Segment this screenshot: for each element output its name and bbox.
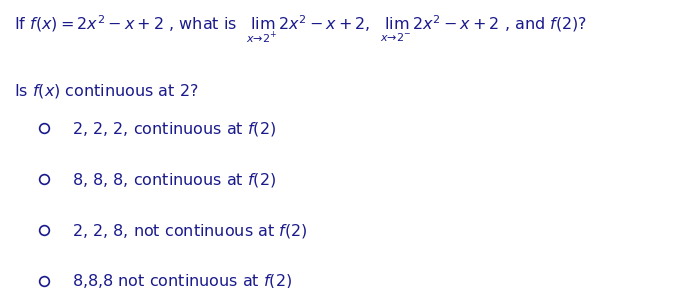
Text: 8, 8, 8, continuous at $f(2)$: 8, 8, 8, continuous at $f(2)$ (71, 171, 276, 189)
Text: 2, 2, 2, continuous at $f(2)$: 2, 2, 2, continuous at $f(2)$ (71, 120, 276, 138)
Text: If $f(x) = 2x^2 - x + 2$ , what is  $\lim_{x \to 2^+} 2x^2 - x + 2$,  $\lim_{x \: If $f(x) = 2x^2 - x + 2$ , what is $\lim… (14, 14, 587, 45)
Text: 2, 2, 8, not continuous at $f(2)$: 2, 2, 8, not continuous at $f(2)$ (71, 222, 307, 240)
Text: Is $f(x)$ continuous at 2?: Is $f(x)$ continuous at 2? (14, 82, 198, 100)
Text: 8,8,8 not continuous at $f(2)$: 8,8,8 not continuous at $f(2)$ (71, 272, 291, 288)
